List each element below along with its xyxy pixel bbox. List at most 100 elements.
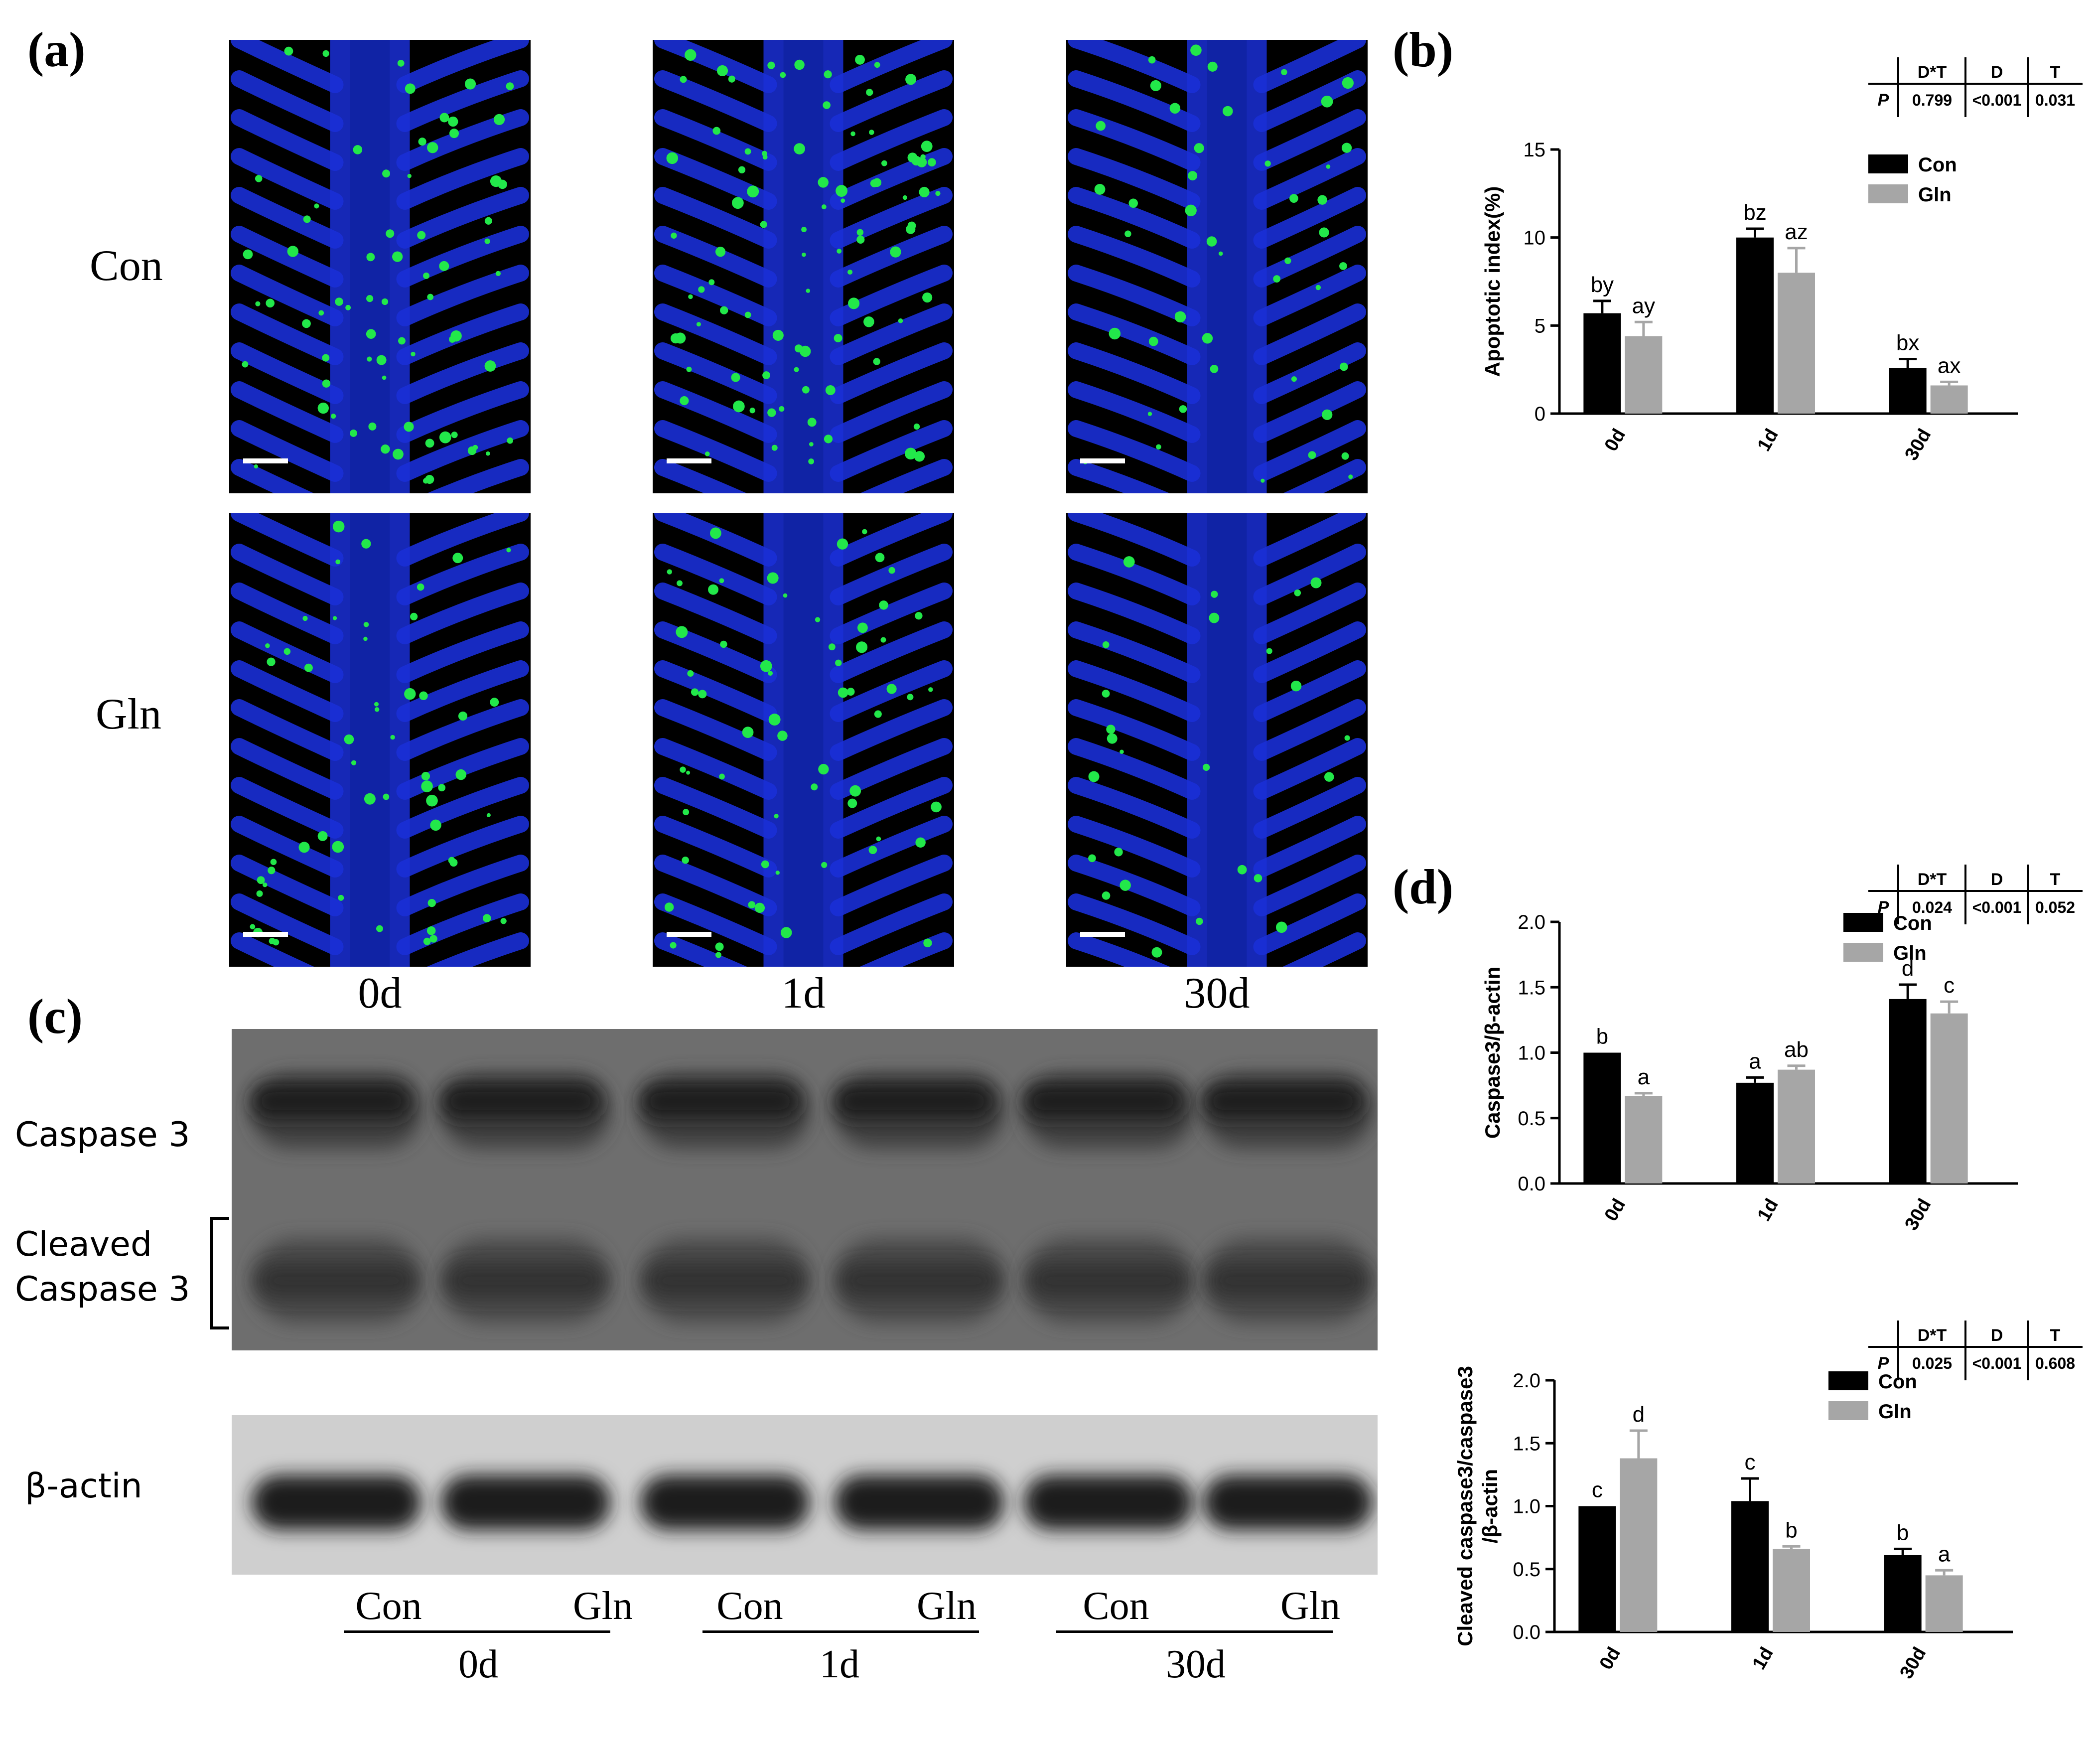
- micro-day-label-0d: 0d: [358, 969, 402, 1018]
- significance-letter: d: [1633, 1402, 1645, 1427]
- legend-swatch-con: [1828, 1371, 1868, 1390]
- stat-value: <0.001: [1972, 91, 2022, 109]
- x-tick-label: 30d: [1901, 1195, 1935, 1234]
- bar-con-30d: [1889, 999, 1927, 1183]
- stat-header: D: [1991, 63, 2003, 82]
- significance-letter: b: [1596, 1025, 1608, 1049]
- significance-letter: by: [1591, 273, 1614, 297]
- legend-label-gln: Gln: [1893, 942, 1927, 964]
- stat-header: T: [2050, 1326, 2061, 1345]
- stat-table: D*T D T P 0.025 <0.001 0.608: [1868, 1321, 2083, 1380]
- bar-gln-0d: [1625, 336, 1663, 414]
- legend-swatch-con: [1868, 154, 1908, 173]
- micrograph-image: [1068, 513, 1366, 967]
- stat-header: D*T: [1918, 63, 1947, 82]
- legend-swatch-gln: [1828, 1401, 1868, 1420]
- micrograph-con-30d: [1066, 40, 1368, 493]
- blot-day-label-30d: 30d: [1166, 1642, 1226, 1686]
- wb-label-caspase3: Caspase 3: [15, 1115, 190, 1155]
- y-tick-label: 0.5: [1513, 1559, 1540, 1581]
- x-tick-label: 0d: [1601, 426, 1630, 455]
- legend-label-con: Con: [1893, 912, 1932, 934]
- stat-header: D*T: [1918, 1326, 1947, 1345]
- legend-label-con: Con: [1878, 1371, 1917, 1393]
- bar-gln-30d: [1930, 1013, 1968, 1183]
- stat-value: 0.025: [1912, 1354, 1952, 1372]
- y-axis-label-line2: /β-actin: [1478, 1469, 1502, 1543]
- stat-row-label: P: [1878, 91, 1889, 110]
- y-tick-label: 15: [1524, 139, 1546, 161]
- significance-letter: az: [1785, 220, 1808, 244]
- lane-label-gln-0d: Gln: [573, 1584, 633, 1628]
- bar-gln-1d: [1778, 1069, 1815, 1183]
- lane-underline-1d: [702, 1630, 979, 1633]
- row-label-con: Con: [90, 242, 163, 290]
- legend-label-gln: Gln: [1918, 184, 1952, 206]
- y-axis-label: Caspase3/β-actin: [1481, 967, 1504, 1139]
- western-blot-caspase3: [232, 1029, 1378, 1350]
- y-tick-label: 0.0: [1513, 1621, 1540, 1643]
- cleaved-bracket: [210, 1217, 229, 1329]
- bar-gln-0d: [1625, 1096, 1663, 1183]
- lane-underline-30d: [1056, 1630, 1333, 1633]
- stat-header: D: [1991, 1326, 2003, 1345]
- x-tick-label: 1d: [1748, 1644, 1778, 1673]
- stat-value: 0.024: [1912, 898, 1952, 916]
- stat-header: D: [1991, 870, 2003, 889]
- bar-con-30d: [1889, 368, 1927, 414]
- significance-letter: bx: [1896, 330, 1919, 355]
- significance-letter: a: [1638, 1065, 1650, 1089]
- micrograph-image: [231, 40, 529, 493]
- micrograph-con-0d: [229, 40, 531, 493]
- scale-bar: [243, 932, 288, 937]
- y-tick-label: 1.0: [1518, 1042, 1545, 1064]
- stat-value: <0.001: [1972, 898, 2022, 916]
- significance-letter: b: [1785, 1518, 1797, 1542]
- bar-gln-1d: [1773, 1549, 1810, 1632]
- stat-row-label: P: [1878, 898, 1889, 917]
- stat-header: D*T: [1918, 870, 1947, 889]
- wb-label-cleaved-line2: Caspase 3: [15, 1270, 190, 1309]
- micrograph-image: [654, 40, 953, 493]
- y-tick-label: 2.0: [1513, 1370, 1540, 1392]
- scale-bar: [1080, 458, 1125, 463]
- bar-con-1d: [1731, 1501, 1769, 1632]
- significance-letter: b: [1897, 1520, 1909, 1545]
- bar-gln-1d: [1778, 273, 1815, 414]
- scale-bar: [667, 932, 711, 937]
- significance-letter: c: [1745, 1450, 1756, 1474]
- blot-image: [232, 1415, 1378, 1575]
- micro-day-label-30d: 30d: [1184, 969, 1250, 1018]
- legend-swatch-con: [1843, 913, 1883, 932]
- bar-con-30d: [1884, 1555, 1922, 1632]
- y-tick-label: 2.0: [1518, 911, 1545, 933]
- legend-label-con: Con: [1918, 154, 1957, 176]
- micrograph-image: [1068, 40, 1366, 493]
- bar-gln-0d: [1620, 1458, 1658, 1632]
- significance-letter: c: [1944, 973, 1955, 998]
- stat-value: <0.001: [1972, 1354, 2022, 1372]
- scale-bar: [667, 458, 711, 463]
- significance-letter: d: [1902, 956, 1914, 981]
- micrograph-image: [231, 513, 529, 967]
- significance-letter: ab: [1784, 1037, 1809, 1062]
- legend-swatch-gln: [1868, 184, 1908, 203]
- y-axis-label-line1: Cleaved caspase3/caspase3: [1453, 1366, 1477, 1646]
- row-label-gln: Gln: [96, 690, 161, 738]
- lane-label-gln-30d: Gln: [1280, 1584, 1340, 1628]
- micro-day-label-1d: 1d: [781, 969, 826, 1018]
- panel-label-a: (a): [27, 22, 86, 77]
- y-tick-label: 10: [1524, 227, 1546, 249]
- significance-letter: c: [1592, 1478, 1603, 1502]
- micrograph-con-1d: [653, 40, 954, 493]
- y-tick-label: 1.0: [1513, 1496, 1540, 1518]
- x-tick-label: 30d: [1901, 426, 1935, 464]
- wb-label-actin: β-actin: [25, 1467, 142, 1506]
- bar-gln-30d: [1925, 1575, 1963, 1632]
- significance-letter: ax: [1938, 353, 1960, 378]
- panel-label-b: (b): [1393, 22, 1454, 77]
- bar-con-1d: [1736, 237, 1774, 414]
- x-tick-label: 0d: [1596, 1644, 1625, 1673]
